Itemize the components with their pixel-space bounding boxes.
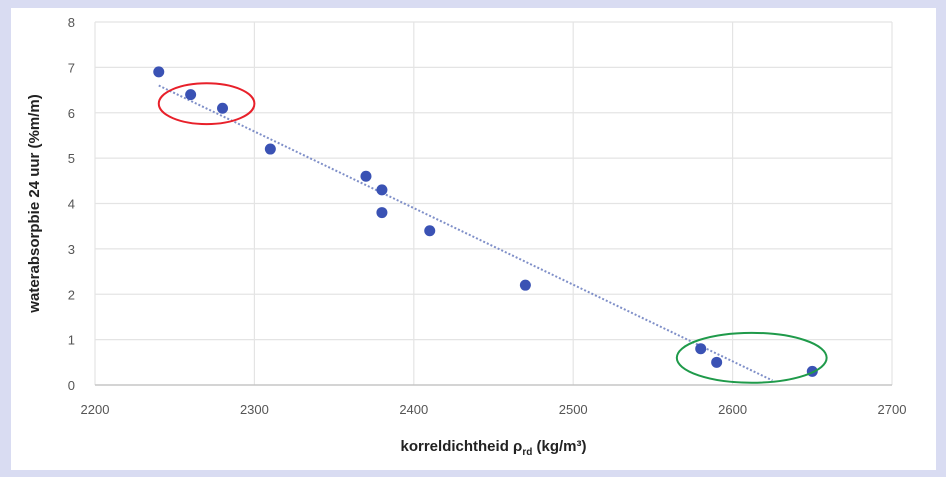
x-axis-title-sub: rd — [522, 447, 532, 458]
trendline — [158, 84, 773, 382]
y-tick-label: 5 — [68, 151, 75, 166]
x-tick-label: 2400 — [399, 402, 428, 417]
highlight-ellipse — [675, 331, 828, 384]
data-point — [519, 279, 531, 291]
data-points — [153, 66, 818, 377]
x-axis-title: korreldichtheid ρrd (kg/m³) — [401, 438, 587, 458]
x-tick-labels: 2200 2300 2400 2500 2600 2700 — [81, 402, 907, 417]
data-point — [711, 356, 723, 368]
data-point — [217, 102, 229, 114]
data-point — [695, 343, 707, 355]
data-point — [376, 184, 388, 196]
y-tick-label: 6 — [68, 106, 75, 121]
highlight-ellipses — [157, 82, 828, 384]
data-point — [185, 89, 197, 101]
x-axis-title-main: korreldichtheid ρ — [401, 438, 523, 455]
gridlines — [94, 21, 893, 386]
x-tick-label: 2300 — [240, 402, 269, 417]
x-tick-label: 2700 — [878, 402, 907, 417]
data-point — [360, 170, 372, 182]
y-tick-label: 2 — [68, 287, 75, 302]
x-tick-label: 2500 — [559, 402, 588, 417]
y-tick-label: 8 — [68, 15, 75, 30]
x-tick-label: 2200 — [81, 402, 110, 417]
data-point — [264, 143, 276, 155]
highlight-ellipse — [157, 82, 256, 126]
chart-frame: 2200 2300 2400 2500 2600 2700 0 1 2 3 4 5 6 7 8 water… — [11, 8, 936, 470]
scatter-chart: 2200 2300 2400 2500 2600 2700 0 1 2 3 4 5 6 7 8 water… — [26, 15, 907, 458]
y-tick-labels: 0 1 2 3 4 5 6 7 8 — [68, 15, 75, 393]
data-point — [153, 66, 165, 78]
data-point — [376, 207, 388, 219]
x-tick-label: 2600 — [718, 402, 747, 417]
y-tick-label: 3 — [68, 242, 75, 257]
y-tick-label: 0 — [68, 378, 75, 393]
y-tick-label: 1 — [68, 333, 75, 348]
data-point — [424, 225, 436, 237]
y-tick-label: 4 — [68, 197, 75, 212]
trendline-group — [158, 84, 773, 382]
y-tick-label: 7 — [68, 60, 75, 75]
y-axis-title: waterabsorpbie 24 uur (%m/m) — [26, 94, 43, 313]
x-axis-title-unit: (kg/m³) — [532, 438, 586, 455]
